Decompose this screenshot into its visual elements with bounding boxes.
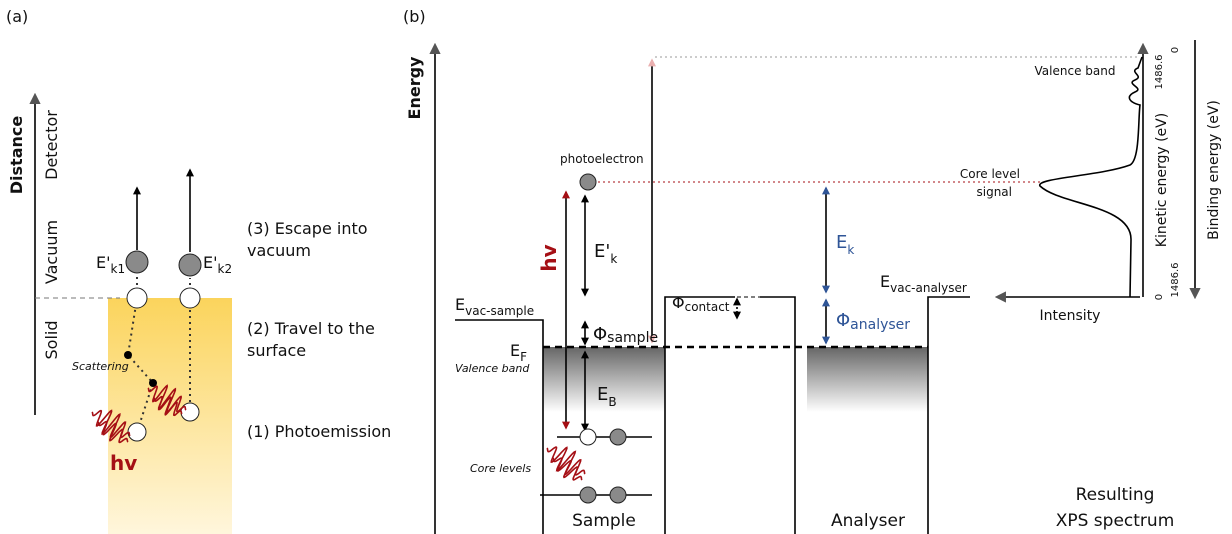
electron: [580, 429, 596, 445]
energy-label: E'k1: [96, 253, 125, 276]
energy-label: Φsample: [593, 324, 658, 346]
analyser-wall: [928, 297, 970, 534]
energy-label: E'k: [594, 241, 617, 266]
energy-main: Φ: [672, 293, 685, 312]
solid-region: [108, 298, 232, 534]
valence-label: Valence band: [455, 362, 530, 375]
energy-main: Φ: [836, 310, 850, 331]
energy-sub: analyser: [850, 317, 910, 333]
tick-label: 1486.6: [1170, 263, 1181, 298]
energy-label: Ek: [836, 232, 854, 257]
energy-main: E: [597, 384, 608, 405]
region-label: Vacuum: [42, 220, 61, 284]
energy-label: Evac-sample: [455, 295, 534, 318]
electron: [128, 423, 146, 441]
energy-main: E: [880, 272, 890, 291]
electron: [127, 288, 147, 308]
tick-label: 1486.6: [1154, 55, 1165, 90]
energy-sub: k1: [111, 262, 126, 276]
energy-sub: contact: [685, 300, 730, 314]
spectrum-annotation: Core level: [960, 167, 1020, 181]
scattering-label: Scattering: [72, 360, 129, 373]
figure: (a) Distance Detector Vacuum Solid Scatt…: [0, 0, 1232, 534]
panel-a: (a) Distance Detector Vacuum Solid Scatt…: [6, 7, 391, 534]
energy-label: Φanalyser: [836, 310, 910, 333]
step-label: vacuum: [247, 241, 311, 260]
panel-label: (a): [6, 7, 28, 26]
electron: [610, 429, 626, 445]
sample-label: Sample: [572, 511, 636, 531]
region-label: Detector: [42, 110, 61, 180]
energy-main: E': [594, 241, 610, 262]
electron: [610, 487, 626, 503]
sample-wall: [455, 320, 543, 534]
scatter-point: [124, 351, 132, 359]
energy-main: E: [510, 341, 520, 360]
axis-label: Energy: [405, 56, 424, 120]
energy-main: E: [836, 232, 847, 253]
electron: [126, 251, 148, 273]
step-label: surface: [247, 341, 306, 360]
panel-label: (b): [403, 7, 426, 26]
axis-label: Binding energy (eV): [1206, 100, 1222, 240]
energy-sub: k2: [218, 262, 233, 276]
energy-sub: B: [608, 395, 616, 409]
energy-sub: vac-analyser: [890, 281, 967, 295]
hv-label: hv: [537, 244, 561, 271]
result-label: Resulting: [1076, 485, 1155, 505]
tick-label: 0: [1170, 47, 1181, 53]
spectrum-curve: [1040, 57, 1142, 297]
energy-label: Φcontact: [672, 293, 730, 314]
axis-label: Distance: [7, 116, 26, 195]
hv-label: hv: [110, 451, 137, 475]
photoelectron-label: photoelectron: [560, 152, 644, 166]
analyser-label: Analyser: [831, 511, 905, 531]
electron: [580, 487, 596, 503]
spectrum-annotation: signal: [977, 185, 1013, 199]
energy-sub: vac-sample: [465, 304, 534, 318]
energy-label: EF: [510, 341, 527, 364]
panel-b: (b) Energy photoelectron hv E'k Φsample …: [403, 7, 1222, 534]
energy-main: E': [203, 253, 218, 272]
spectrum-annotation: Valence band: [1035, 64, 1116, 78]
energy-main: Φ: [593, 324, 607, 345]
sample-wall: [665, 297, 735, 534]
region-label: Solid: [42, 321, 61, 360]
energy-sub: k: [847, 243, 854, 257]
energy-sub: k: [610, 252, 617, 266]
step-label: (1) Photoemission: [247, 422, 391, 441]
step-label: (3) Escape into: [247, 219, 368, 238]
analyser-wall: [760, 297, 795, 534]
axis-label: Intensity: [1040, 308, 1101, 324]
tick-label: 0: [1154, 294, 1165, 300]
axis-label: Kinetic energy (eV): [1154, 113, 1170, 247]
electron: [179, 254, 201, 276]
energy-label: E'k2: [203, 253, 232, 276]
energy-label: Evac-analyser: [880, 272, 967, 295]
energy-main: E': [96, 253, 111, 272]
energy-sub: sample: [607, 330, 658, 346]
photoelectron: [580, 174, 596, 190]
escape-path: [137, 275, 190, 285]
step-label: (2) Travel to the: [247, 319, 375, 338]
electron: [181, 403, 199, 421]
core-label: Core levels: [470, 462, 531, 475]
valence-band: [807, 347, 928, 412]
result-label: XPS spectrum: [1056, 511, 1175, 531]
electron: [180, 288, 200, 308]
energy-main: E: [455, 295, 465, 314]
